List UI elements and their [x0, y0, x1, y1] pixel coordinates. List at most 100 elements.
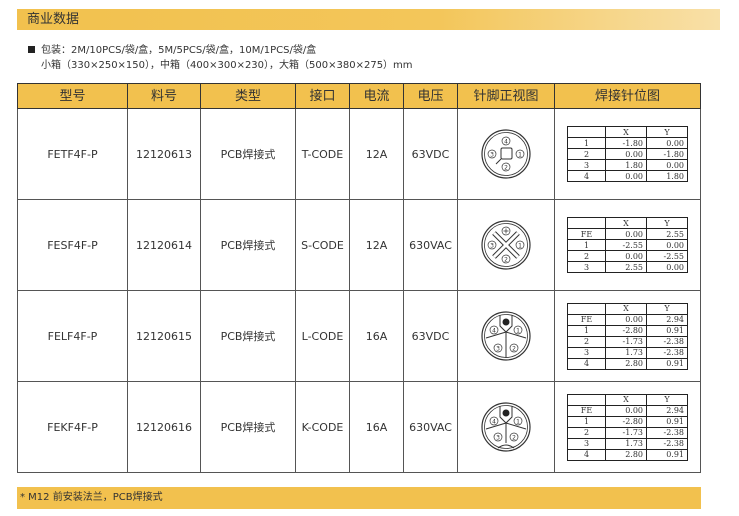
- pin-cell: -2.80: [605, 415, 647, 428]
- pin-cell: 1.80: [646, 170, 688, 182]
- cell-type: PCB焊接式: [200, 108, 296, 200]
- column-header-pin-view: 针脚正视图: [457, 83, 555, 109]
- pin-cell: 3: [567, 346, 606, 359]
- pin-front-view: 4 1 3 2: [457, 290, 555, 382]
- pin-cell: 3: [567, 261, 606, 273]
- pin-header: Y: [646, 126, 688, 138]
- svg-text:2: 2: [512, 435, 516, 442]
- cell-interface: T-CODE: [295, 108, 350, 200]
- pin-cell: 4: [567, 357, 606, 370]
- cell-voltage: 630VAC: [403, 199, 458, 291]
- svg-text:4: 4: [492, 419, 496, 426]
- pin-cell: -2.38: [646, 426, 688, 439]
- pin-cell: 0.00: [605, 148, 647, 160]
- column-header-interface: 接口: [295, 83, 350, 109]
- pin-row: 3 1.73 -2.38: [567, 346, 688, 359]
- pin-row: FE 0.00 2.94: [567, 404, 688, 417]
- table-row: FELF4F-P 12120615 PCB焊接式 L-CODE 16A 63VD…: [17, 290, 701, 382]
- pin-row: 2 0.00 -2.55: [567, 250, 688, 262]
- pin-cell: -2.80: [605, 324, 647, 337]
- l-code-pin-icon: 4 1 3 2: [481, 311, 531, 361]
- pin-cell: -2.38: [646, 437, 688, 450]
- bullet-square-icon: [28, 46, 35, 53]
- pin-cell: -2.38: [646, 346, 688, 359]
- cell-model: FELF4F-P: [17, 290, 128, 382]
- svg-text:3: 3: [490, 243, 494, 250]
- pin-cell: 0.00: [646, 261, 688, 273]
- pin-front-view: 4 1 3 2: [457, 108, 555, 200]
- cell-type: PCB焊接式: [200, 381, 296, 473]
- pin-row: 4 0.00 1.80: [567, 170, 688, 182]
- cell-current: 12A: [349, 199, 404, 291]
- product-table: 型号 料号 类型 接口 电流 电压 针脚正视图 焊接针位图 FETF4F-P 1…: [17, 83, 701, 473]
- pin-cell: 0.00: [646, 239, 688, 251]
- cell-interface: L-CODE: [295, 290, 350, 382]
- column-header-part: 料号: [127, 83, 201, 109]
- table-row: FEKF4F-P 12120616 PCB焊接式 K-CODE 16A 630V…: [17, 381, 701, 473]
- pin-cell: 0.91: [646, 415, 688, 428]
- pin-cell: 0.00: [605, 228, 647, 240]
- svg-text:3: 3: [490, 152, 494, 159]
- pin-cell: -1.73: [605, 426, 647, 439]
- pin-row: 1 -2.55 0.00: [567, 239, 688, 251]
- pin-row: 1 -2.80 0.91: [567, 415, 688, 428]
- pin-header: X: [605, 302, 647, 315]
- pin-cell: 0.00: [605, 313, 647, 326]
- pin-row: FE 0.00 2.94: [567, 313, 688, 326]
- pin-row: 2 0.00 -1.80: [567, 148, 688, 160]
- table-row: FETF4F-P 12120613 PCB焊接式 T-CODE 12A 63VD…: [17, 108, 701, 200]
- pin-cell: FE: [567, 313, 606, 326]
- pin-cell: -1.80: [605, 137, 647, 149]
- column-header-solder-layout: 焊接针位图: [554, 83, 701, 109]
- cell-model: FETF4F-P: [17, 108, 128, 200]
- pin-cell: FE: [567, 228, 606, 240]
- pin-cell: 2: [567, 335, 606, 348]
- svg-text:4: 4: [492, 328, 496, 335]
- packaging-info: 包装：2M/10PCS/袋/盒，5M/5PCS/袋/盒，10M/1PCS/袋/盒…: [28, 43, 413, 73]
- pin-front-view: 1 3 2: [457, 199, 555, 291]
- pin-cell: -2.55: [605, 239, 647, 251]
- pin-row: 2 -1.73 -2.38: [567, 426, 688, 439]
- svg-text:2: 2: [512, 346, 516, 353]
- packaging-line-2: 小箱（330×250×150），中箱（400×300×230），大箱（500×3…: [41, 60, 413, 71]
- pin-header: [567, 393, 606, 406]
- cell-interface: K-CODE: [295, 381, 350, 473]
- cell-voltage: 63VDC: [403, 290, 458, 382]
- pin-row: 4 2.80 0.91: [567, 357, 688, 370]
- pin-row: 3 1.73 -2.38: [567, 437, 688, 450]
- pin-row: 2 -1.73 -2.38: [567, 335, 688, 348]
- pin-header: [567, 302, 606, 315]
- svg-text:2: 2: [504, 257, 508, 264]
- pin-cell: -2.38: [646, 335, 688, 348]
- cell-model: FESF4F-P: [17, 199, 128, 291]
- pin-header: Y: [646, 217, 688, 229]
- cell-current: 16A: [349, 381, 404, 473]
- pin-row: 1 -2.80 0.91: [567, 324, 688, 337]
- pin-cell: 2.80: [605, 357, 647, 370]
- pin-cell: 3: [567, 159, 606, 171]
- pin-cell: 2.94: [646, 404, 688, 417]
- pin-cell: 1: [567, 324, 606, 337]
- svg-text:1: 1: [518, 243, 522, 250]
- svg-text:3: 3: [496, 435, 500, 442]
- section-title: 商业数据: [17, 9, 720, 30]
- pin-cell: 2.94: [646, 313, 688, 326]
- pin-cell: -1.73: [605, 335, 647, 348]
- cell-type: PCB焊接式: [200, 199, 296, 291]
- pin-cell: 1: [567, 137, 606, 149]
- pin-cell: FE: [567, 404, 606, 417]
- pin-header: Y: [646, 302, 688, 315]
- pin-row: 3 2.55 0.00: [567, 261, 688, 273]
- pin-cell: 0.00: [605, 404, 647, 417]
- pin-cell: 1.80: [605, 159, 647, 171]
- pin-row: FE 0.00 2.55: [567, 228, 688, 240]
- pin-cell: 0.00: [646, 159, 688, 171]
- cell-part: 12120614: [127, 199, 201, 291]
- column-header-current: 电流: [349, 83, 404, 109]
